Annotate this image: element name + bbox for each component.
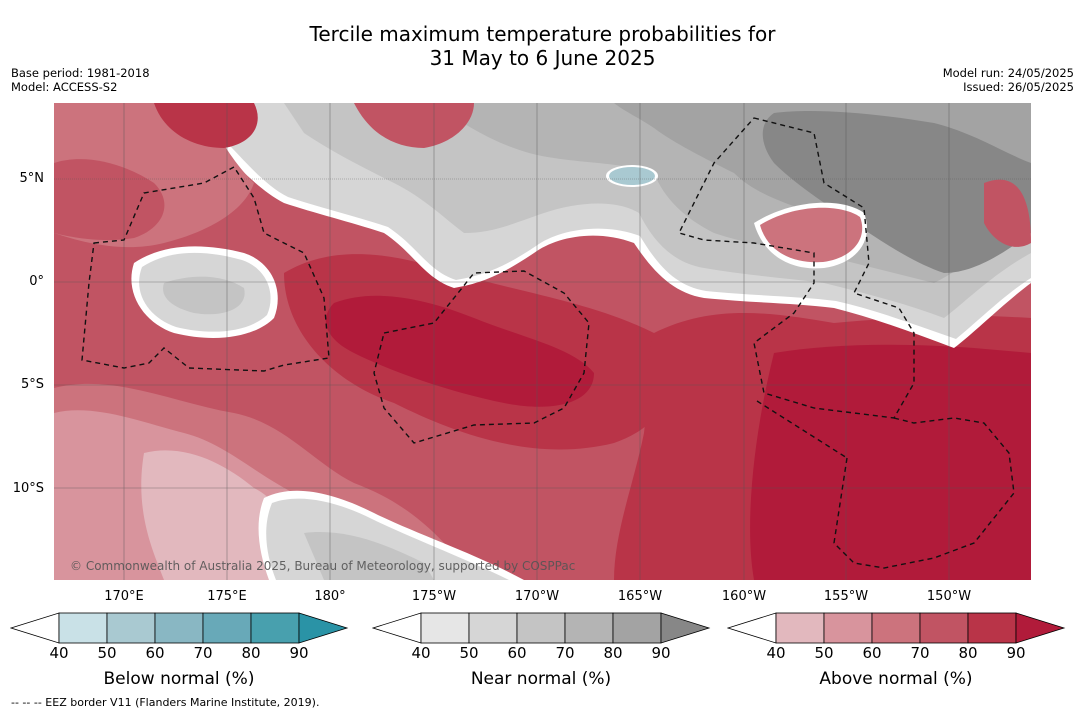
region-above-60-east bbox=[760, 207, 863, 263]
model-run-text: Model run: 24/05/2025 bbox=[942, 66, 1074, 80]
region-above-70-north bbox=[354, 103, 474, 148]
tick-near-60: 60 bbox=[507, 644, 527, 662]
tick-near-90: 90 bbox=[651, 644, 671, 662]
copyright-text: © Commonwealth of Australia 2025, Bureau… bbox=[70, 559, 576, 573]
lat-label-0: 0° bbox=[29, 274, 44, 289]
meta-right: Model run: 24/05/2025 Issued: 26/05/2025 bbox=[943, 66, 1074, 94]
tick-above-80: 80 bbox=[958, 644, 978, 662]
title-line-2: 31 May to 6 June 2025 bbox=[429, 46, 656, 70]
eez-borders bbox=[81, 117, 1015, 569]
tick-below-90: 90 bbox=[289, 644, 309, 662]
lon-label-175w: 175°W bbox=[411, 589, 457, 604]
lon-label-165w: 165°W bbox=[617, 589, 663, 604]
lon-label-160w: 160°W bbox=[721, 589, 767, 604]
legend-title-near: Near normal (%) bbox=[470, 669, 612, 689]
lon-label-170e: 170°E bbox=[104, 589, 144, 604]
lon-label-150w: 150°W bbox=[926, 589, 972, 604]
legend-title-below: Below normal (%) bbox=[103, 669, 255, 689]
colorbar-near bbox=[372, 612, 711, 644]
tick-below-70: 70 bbox=[193, 644, 213, 662]
tick-near-40: 40 bbox=[411, 644, 431, 662]
region-above-90-central bbox=[325, 295, 594, 407]
region-near-60-west bbox=[163, 276, 245, 315]
map-title: Tercile maximum temperature probabilitie… bbox=[0, 22, 1085, 70]
region-near-90 bbox=[762, 111, 1031, 273]
region-near-60-bottom bbox=[304, 532, 434, 580]
tick-below-40: 40 bbox=[49, 644, 69, 662]
region-above-80-nw bbox=[154, 103, 258, 148]
colorbar-above bbox=[727, 612, 1066, 644]
tick-below-80: 80 bbox=[241, 644, 261, 662]
tick-near-50: 50 bbox=[459, 644, 479, 662]
tick-above-60: 60 bbox=[862, 644, 882, 662]
colorbar-below bbox=[10, 612, 349, 644]
tick-above-90: 90 bbox=[1006, 644, 1026, 662]
tick-above-50: 50 bbox=[814, 644, 834, 662]
region-above-70-ne bbox=[984, 179, 1031, 247]
meta-left: Base period: 1981-2018 Model: ACCESS-S2 bbox=[11, 66, 150, 94]
graticule bbox=[54, 103, 1031, 580]
tick-above-70: 70 bbox=[910, 644, 930, 662]
model-text: Model: ACCESS-S2 bbox=[11, 80, 118, 94]
probability-map[interactable] bbox=[54, 103, 1031, 580]
lat-label-10s: 10°S bbox=[12, 481, 44, 496]
lat-label-5n: 5°N bbox=[19, 171, 45, 186]
tick-above-40: 40 bbox=[766, 644, 786, 662]
region-below-50 bbox=[609, 167, 655, 185]
legend-title-above: Above normal (%) bbox=[819, 669, 973, 689]
region-above-90-east bbox=[750, 344, 1031, 580]
map-canvas bbox=[54, 103, 1031, 580]
lon-label-155w: 155°W bbox=[823, 589, 869, 604]
eez-note: -- -- -- EEZ border V11 (Flanders Marine… bbox=[11, 696, 320, 709]
tick-below-50: 50 bbox=[97, 644, 117, 662]
base-period-text: Base period: 1981-2018 bbox=[11, 66, 150, 80]
lat-label-5s: 5°S bbox=[20, 377, 44, 392]
tick-near-80: 80 bbox=[603, 644, 623, 662]
lon-label-170w: 170°W bbox=[514, 589, 560, 604]
issued-text: Issued: 26/05/2025 bbox=[963, 80, 1074, 94]
lon-label-180: 180° bbox=[314, 589, 346, 604]
title-line-1: Tercile maximum temperature probabilitie… bbox=[309, 22, 776, 46]
region-above-70-nw bbox=[54, 159, 165, 241]
tick-below-60: 60 bbox=[145, 644, 165, 662]
lon-label-175e: 175°E bbox=[207, 589, 247, 604]
tick-near-70: 70 bbox=[555, 644, 575, 662]
